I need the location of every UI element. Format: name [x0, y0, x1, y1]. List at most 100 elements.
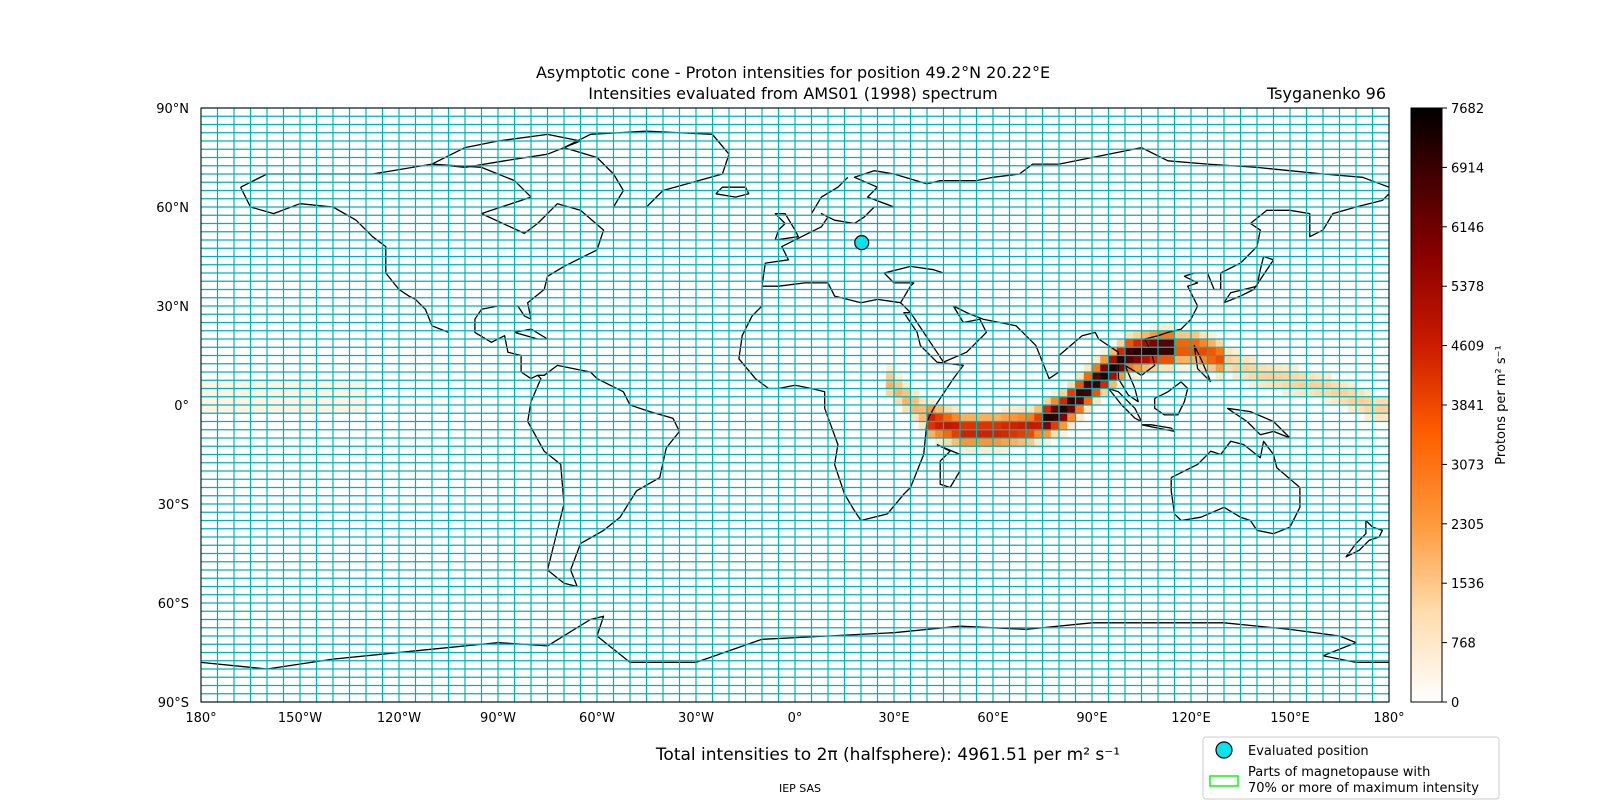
intensity-cell: [1224, 363, 1233, 373]
intensity-cell: [242, 380, 251, 389]
intensity-cell: [885, 372, 895, 381]
intensity-cell: [300, 405, 309, 414]
intensity-cell: [300, 380, 309, 389]
intensity-cell: [291, 388, 301, 398]
intensity-cell: [1158, 322, 1167, 332]
intensity-cell: [1141, 330, 1151, 340]
intensity-cell: [935, 413, 944, 422]
intensity-cell: [1100, 347, 1109, 356]
intensity-cell: [341, 396, 350, 406]
intensity-cell: [1034, 405, 1043, 414]
intensity-cell: [1356, 396, 1365, 406]
intensity-cell: [1166, 355, 1175, 365]
intensity-cell: [324, 405, 334, 414]
intensity-cell: [1067, 380, 1076, 389]
intensity-cell: [242, 396, 251, 406]
intensity-cell: [1215, 363, 1225, 373]
intensity-cell: [1158, 355, 1167, 365]
intensity-cell: [234, 388, 243, 398]
intensity-cell: [1026, 413, 1035, 422]
colorbar-tick-label: 6146: [1451, 221, 1484, 236]
intensity-cell: [341, 388, 350, 398]
intensity-cell: [333, 405, 342, 414]
intensity-cell: [910, 405, 920, 414]
intensity-cell: [1092, 355, 1101, 365]
intensity-cell: [1364, 405, 1373, 414]
intensity-cell: [968, 413, 977, 422]
intensity-cell: [976, 429, 986, 439]
intensity-cell: [976, 446, 986, 455]
lon-tick-label: 120°W: [377, 711, 421, 726]
intensity-cell: [885, 380, 895, 389]
intensity-cell: [1149, 347, 1159, 356]
intensity-cell: [1174, 339, 1184, 348]
latitude-labels: 90°N 60°N 30°N 0° 30°S 60°S 90°S: [156, 102, 189, 711]
intensity-cell: [1166, 330, 1175, 340]
intensity-cell: [1133, 355, 1142, 365]
intensity-cell: [1339, 380, 1349, 389]
intensity-cell: [267, 388, 276, 398]
intensity-cell: [918, 396, 928, 406]
intensity-cell: [1248, 363, 1258, 373]
colorbar-tick-label: 3841: [1451, 399, 1484, 414]
intensity-cell: [1009, 413, 1019, 422]
intensity-cell: [943, 405, 953, 414]
intensity-cell: [1281, 380, 1291, 389]
intensity-cell: [1207, 339, 1217, 348]
intensity-cell: [291, 396, 301, 406]
intensity-cell: [918, 421, 928, 431]
intensity-cell: [1207, 355, 1217, 365]
intensity-cell: [1232, 355, 1241, 365]
intensity-cell: [1050, 413, 1060, 422]
intensity-cell: [960, 438, 969, 447]
intensity-cell: [242, 405, 251, 414]
intensity-cell: [968, 429, 977, 439]
intensity-cell: [1092, 380, 1101, 389]
intensity-cell: [258, 380, 268, 389]
intensity-cell: [267, 396, 276, 406]
intensity-cell: [1100, 363, 1109, 373]
colorbar-tick-label: 2305: [1451, 518, 1484, 533]
intensity-cell: [935, 421, 944, 431]
intensity-cell: [894, 380, 903, 389]
intensity-cells: [201, 322, 1390, 455]
intensity-cell: [1257, 372, 1266, 381]
intensity-cell: [1034, 438, 1043, 447]
intensity-cell: [1257, 380, 1266, 389]
lat-tick-label: 90°N: [156, 102, 189, 117]
intensity-cell: [951, 405, 961, 414]
colorbar-tick-label: 0: [1451, 696, 1459, 711]
intensity-cell: [1298, 372, 1307, 381]
intensity-cell: [1001, 413, 1010, 422]
intensity-cell: [349, 388, 359, 398]
intensity-cell: [258, 396, 268, 406]
intensity-cell: [1133, 339, 1142, 348]
intensity-cell: [976, 413, 986, 422]
intensity-cell: [201, 405, 210, 414]
intensity-cell: [1290, 380, 1299, 389]
intensity-cell: [1331, 380, 1340, 389]
intensity-cell: [1306, 388, 1316, 398]
intensity-cell: [951, 429, 961, 439]
intensity-cell: [894, 372, 903, 381]
intensity-cell: [1339, 396, 1349, 406]
intensity-cell: [1339, 388, 1349, 398]
intensity-cell: [283, 396, 293, 406]
intensity-cell: [1182, 347, 1192, 356]
intensity-cell: [258, 388, 268, 398]
intensity-cell: [984, 421, 994, 431]
intensity-cell: [1323, 372, 1332, 381]
intensity-cell: [1034, 413, 1043, 422]
intensity-cell: [1306, 380, 1316, 389]
intensity-cell: [902, 405, 911, 414]
intensity-cell: [308, 396, 317, 406]
intensity-cell: [1281, 372, 1291, 381]
intensity-cell: [1083, 405, 1093, 414]
colorbar-tick-label: 7682: [1451, 102, 1484, 117]
intensity-cell: [1199, 330, 1208, 340]
intensity-cell: [1240, 355, 1250, 365]
intensity-cell: [1017, 429, 1027, 439]
intensity-cell: [1347, 380, 1357, 389]
intensity-cell: [283, 388, 293, 398]
intensity-cell: [1314, 388, 1324, 398]
